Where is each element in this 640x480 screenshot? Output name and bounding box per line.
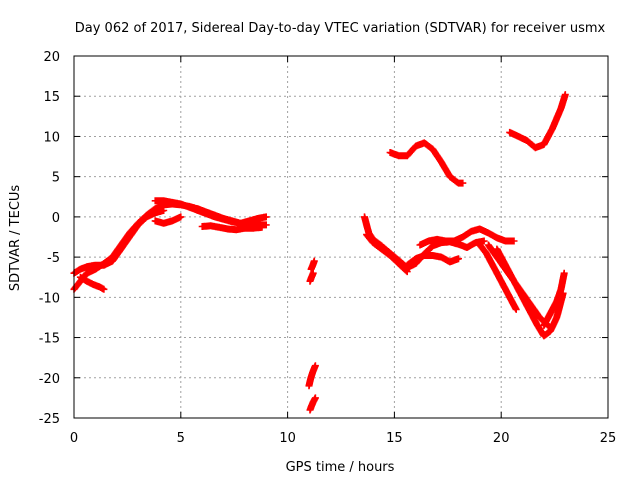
series-arc6 — [198, 222, 266, 234]
x-tick-label: 15 — [386, 431, 403, 446]
x-axis-label: GPS time / hours — [286, 460, 395, 475]
y-tick-label: -25 — [39, 412, 60, 427]
series-arc14 — [416, 225, 518, 249]
x-tick-label: 5 — [177, 431, 185, 446]
series-markers — [198, 222, 266, 234]
series-arc17 — [493, 245, 567, 340]
series-arc9 — [305, 362, 319, 390]
y-axis-label: SDTVAR / TECUs — [8, 185, 23, 292]
series-markers — [151, 213, 185, 227]
series-arc3 — [76, 273, 108, 293]
series-arc5 — [151, 213, 185, 227]
series-markers — [363, 231, 411, 276]
series-arc13 — [403, 252, 462, 269]
y-tick-label: -20 — [39, 372, 60, 387]
series-markers — [305, 362, 319, 390]
y-tick-label: 15 — [43, 90, 60, 105]
series-arc10 — [306, 394, 319, 414]
y-tick-label: 5 — [52, 171, 60, 186]
x-tick-label: 25 — [600, 431, 617, 446]
series-markers — [76, 273, 108, 293]
series-arc12 — [363, 231, 411, 276]
plot-frame — [73, 55, 609, 419]
series-markers — [306, 394, 319, 414]
series-arc7 — [306, 269, 317, 285]
series-arc8 — [307, 257, 318, 273]
y-tick-label: 0 — [52, 211, 60, 226]
series-arc15 — [476, 241, 520, 313]
chart-title: Day 062 of 2017, Sidereal Day-to-day VTE… — [75, 21, 606, 36]
y-tick-label: -5 — [47, 251, 60, 266]
x-tick-label: 20 — [493, 431, 510, 446]
series-arc20 — [506, 91, 569, 152]
series-arc4 — [151, 197, 270, 227]
series-markers — [416, 225, 518, 249]
series-markers — [151, 197, 270, 227]
series-markers — [476, 241, 520, 313]
x-tick-label: 10 — [279, 431, 296, 446]
series-markers — [386, 139, 467, 187]
series-markers — [506, 91, 569, 152]
series-markers — [306, 269, 317, 285]
series-arc19 — [386, 139, 467, 187]
y-tick-label: 20 — [43, 50, 60, 65]
y-tick-label: -15 — [39, 332, 60, 347]
series-markers — [493, 245, 567, 340]
y-tick-label: 10 — [43, 130, 60, 145]
axis-ticks: 0 5 10 15 20 25 -25 -20 -15 -10 -5 0 5 10 15 20 — [39, 50, 617, 446]
series-markers — [403, 252, 462, 269]
series-markers — [540, 269, 568, 329]
series-arc18 — [540, 269, 568, 329]
series-markers — [307, 257, 318, 273]
x-tick-label: 0 — [70, 431, 78, 446]
y-tick-label: -10 — [39, 291, 60, 306]
